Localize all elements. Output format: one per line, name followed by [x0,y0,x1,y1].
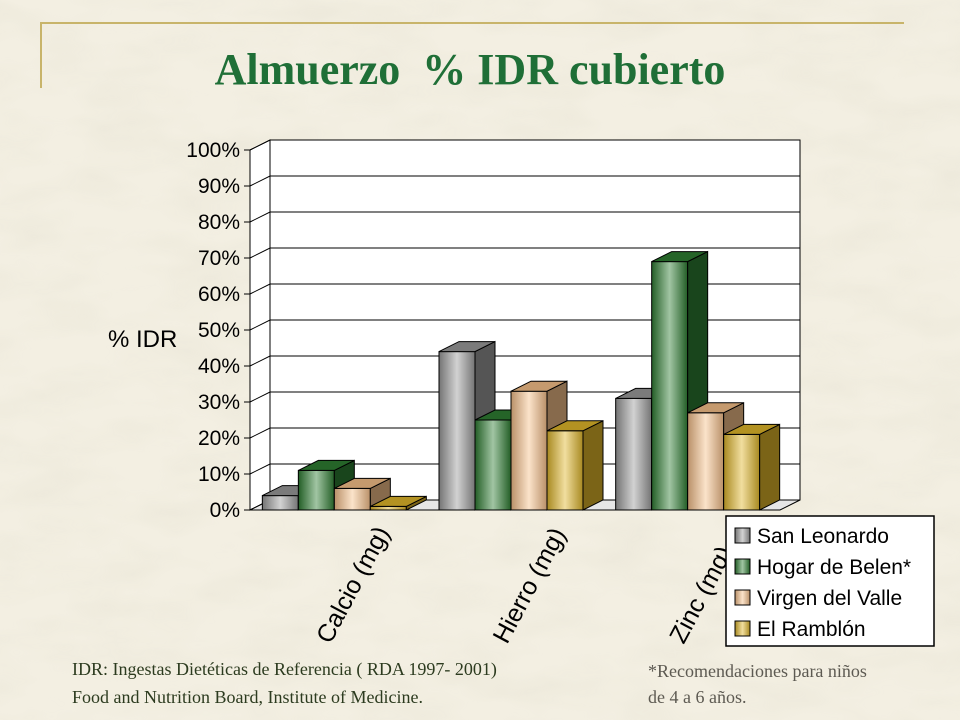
bar-front [723,433,761,511]
bar-front [333,487,371,511]
bar-front [369,505,407,511]
y-tick-label: 10% [198,463,240,486]
y-tick-label: 70% [198,247,240,270]
legend-swatch [734,527,751,544]
bar-front [261,495,299,511]
y-tick-label: 80% [198,211,240,234]
y-tick-label: 90% [198,175,240,198]
y-axis: 0% 10% 20% 30% 40% 50% 60% 70% 80% 90% 100% [186,139,251,522]
gridline [249,319,800,331]
gridline [249,211,800,223]
reference-footnote: IDR: Ingestas Dietéticas de Referencia (… [72,655,632,711]
bar-top [651,251,708,263]
y-tick-label: 40% [198,355,240,378]
bar-front [615,397,653,511]
y-tick-label: 100% [186,139,240,162]
gridline [249,283,800,295]
y-tick-label: 60% [198,283,240,306]
bar-front [546,430,584,511]
bar-front [438,351,476,511]
gridline [249,355,800,367]
bar-top [687,402,744,414]
recommendation-note: *Recomendaciones para niños de 4 a 6 año… [648,658,948,710]
bar-front [651,261,689,511]
legend-label: San Leonardo [757,525,889,548]
legend-item: Hogar de Belen* [734,556,911,579]
y-tick-label: 20% [198,427,240,450]
y-axis-label: % IDR [108,326,177,353]
legend-item: Virgen del Valle [734,587,902,610]
footnote-line-2: Food and Nutrition Board, Institute of M… [72,687,423,707]
y-tick-label: 0% [210,499,240,522]
bars [261,250,781,511]
x-tick-label: Calcio (mg) [311,522,396,648]
legend-label: Hogar de Belen* [757,556,911,579]
legend-box [725,515,935,647]
bar-top [438,341,496,353]
bar [723,423,781,511]
bar-front [297,469,335,511]
legend: San Leonardo Hogar de Belen* Virgen del Va… [725,515,935,647]
bar-top [723,423,780,435]
legend-swatch [734,620,751,637]
note-line-1: *Recomendaciones para niños [648,661,867,681]
legend-item: San Leonardo [734,525,889,548]
y-tick-label: 50% [198,319,240,342]
plot-area: 0% 10% 20% 30% 40% 50% 60% 70% 80% 90% 100% [186,139,801,522]
bar-top [510,380,568,392]
note-line-2: de 4 a 6 años. [648,687,747,707]
decorative-left-line [40,22,42,88]
bar-front [687,412,725,511]
bar-top [546,420,604,432]
y-tick-label: 30% [198,391,240,414]
bar-top [334,477,391,489]
gridline [249,391,800,403]
bar-top [370,495,427,507]
gridline [249,247,800,259]
bar [369,495,427,511]
decorative-top-line [40,22,904,24]
bar-front [510,390,548,511]
legend-swatch [734,558,751,575]
bar-side [759,423,781,511]
bar-top [298,459,355,471]
legend-swatch [734,589,751,606]
gridline [249,139,800,151]
gridline [249,175,800,187]
bar-side [582,419,604,511]
footnote-line-1: IDR: Ingestas Dietéticas de Referencia (… [72,659,497,679]
page-title: Almuerzo % IDR cubierto [214,45,726,94]
bar [546,419,604,511]
legend-label: El Ramblón [757,618,866,641]
legend-label: Virgen del Valle [757,587,902,610]
bar-front [474,419,512,511]
x-tick-label: Hierro (mg) [488,523,572,648]
legend-item: El Ramblón [734,618,866,641]
